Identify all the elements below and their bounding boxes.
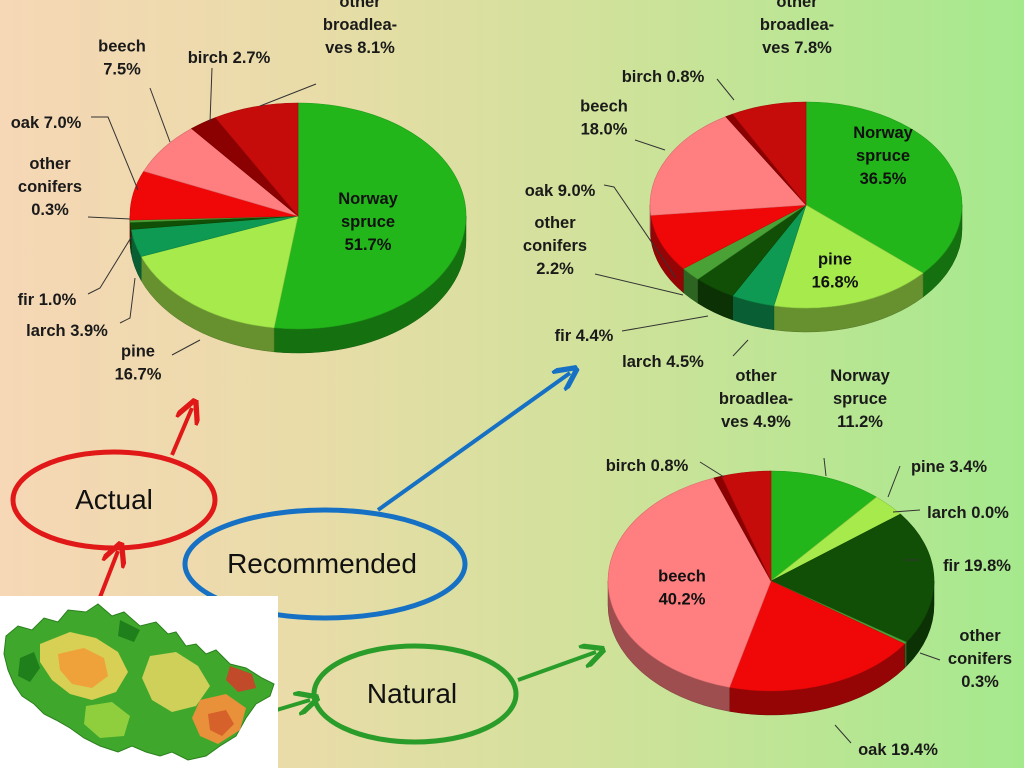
- pie-leader-line-other-conifers: [594, 273, 684, 296]
- pie-slice-norway-spruce: [273, 102, 467, 330]
- pie-slice-fir: [770, 513, 935, 643]
- pie-label-beech: beech 40.2%: [658, 568, 706, 609]
- pie-leader-line-pine: [887, 465, 901, 498]
- pie-label-larch: larch 0.0%: [927, 504, 1009, 522]
- pie-leader-line-beech: [634, 139, 666, 151]
- pie-labels: Norway spruce 11.2% pine 3.4% larch 0.0% fir …: [606, 367, 1012, 759]
- pie-chart-natural: Norway spruce 11.2% pine 3.4% larch 0.0% fir …: [606, 367, 1012, 759]
- pie-label-norway-spruce: Norway spruce 51.7%: [338, 190, 398, 254]
- pie-leader-line-fir: [621, 315, 709, 332]
- pie-label-pine: pine 3.4%: [911, 458, 987, 476]
- pie-slices: [649, 101, 963, 309]
- pie-slices: [129, 102, 467, 330]
- pie-leader-line-birch: [699, 461, 725, 478]
- pie-leader-line-other-conifers: [87, 216, 131, 220]
- pie-label-beech: beech 7.5%: [98, 38, 146, 79]
- pie-labels: Norway spruce 36.5% pine 16.8% larch 4.5% fir …: [523, 0, 914, 371]
- pie-leader-line-larch: [732, 339, 749, 357]
- pie-slice-oak: [729, 580, 906, 692]
- pie-slice-pine: [773, 204, 924, 309]
- pie-leader-line-pine: [171, 339, 201, 356]
- pie-label-other-broadleaves: other broadlea-ves 8.1%: [323, 0, 397, 57]
- pie-label-larch: larch 3.9%: [26, 322, 108, 340]
- pie-leader-line-fir: [87, 235, 133, 295]
- pie-label-norway-spruce: Norway spruce 11.2%: [830, 367, 890, 431]
- pie-side-walls: [129, 215, 467, 354]
- oval-recommended: Recommended: [182, 507, 468, 621]
- pie-slices: [607, 470, 935, 692]
- pie-leader-line-birch: [716, 78, 735, 101]
- oval-recommended-label: Recommended: [227, 548, 417, 579]
- oval-natural-label: Natural: [367, 678, 457, 709]
- pie-label-larch: larch 4.5%: [622, 353, 704, 371]
- pie-chart-actual: Norway spruce 51.7% pine 16.7% larch 3.9% fir …: [11, 0, 467, 384]
- pie-label-fir: fir 19.8%: [943, 557, 1011, 575]
- pie-label-other-broadleaves: other broadlea-ves 7.8%: [760, 0, 834, 57]
- pie-label-birch: birch 2.7%: [188, 49, 271, 67]
- pie-label-fir: fir 1.0%: [18, 291, 77, 309]
- pie-leader-line-larch: [119, 277, 136, 324]
- pie-label-oak: oak 7.0%: [11, 114, 82, 132]
- pie-label-fir: fir 4.4%: [555, 327, 614, 345]
- arrow-natural-to-chart: [517, 652, 596, 682]
- oval-actual: Actual: [10, 449, 218, 551]
- pie-label-birch: birch 0.8%: [606, 457, 689, 475]
- pie-label-other-conifers: other conifers 0.3%: [948, 627, 1012, 691]
- pie-leader-line-other-broadleaves: [259, 83, 317, 107]
- pie-slice-beech: [607, 477, 772, 688]
- pie-label-other-broadleaves: other broadlea-ves 4.9%: [719, 367, 793, 431]
- pie-leader-line-larch: [892, 509, 921, 513]
- pie-label-other-conifers: other conifers 2.2%: [523, 214, 587, 278]
- arrow-actual-to-chart: [170, 408, 192, 456]
- pie-slice-other-broadleaves: [214, 102, 299, 217]
- pie-chart-recommended: Norway spruce 36.5% pine 16.8% larch 4.5% fir …: [523, 0, 963, 371]
- pie-leader-line-other-conifers: [919, 652, 941, 661]
- pie-slice-norway-spruce: [805, 101, 963, 274]
- pie-labels: Norway spruce 51.7% pine 16.7% larch 3.9% fir …: [11, 0, 399, 384]
- pie-slice-oak: [650, 204, 807, 269]
- pie-leader-line-oak: [834, 724, 852, 744]
- pie-label-oak: oak 9.0%: [525, 182, 596, 200]
- oval-actual-label: Actual: [75, 484, 153, 515]
- pie-label-oak: oak 19.4%: [858, 741, 938, 759]
- pie-slice-other-broadleaves: [732, 101, 807, 206]
- pie-slice-beech: [649, 116, 807, 216]
- czech-republic-relief-map-icon: [0, 596, 278, 768]
- pie-leader-line-beech: [149, 87, 171, 143]
- pie-leader-line-birch: [209, 67, 213, 123]
- arrow-recommended-to-chart: [376, 373, 570, 512]
- pie-label-norway-spruce: Norway spruce 36.5%: [853, 124, 913, 188]
- pie-leader-line-oak: [91, 116, 139, 191]
- pie-slice-other-broadleaves: [721, 470, 772, 582]
- pie-leader-line-oak: [603, 184, 677, 279]
- pie-slice-norway-spruce: [770, 470, 878, 582]
- pie-label-beech: beech 18.0%: [580, 98, 628, 139]
- pie-leader-line-norway-spruce: [823, 457, 827, 477]
- pie-slice-pine: [140, 215, 299, 329]
- pie-side-other-conifers: [904, 641, 907, 669]
- pie-label-other-conifers: other conifers 0.3%: [18, 155, 82, 219]
- oval-natural: Natural: [311, 643, 519, 745]
- pie-label-pine: pine 16.7%: [115, 343, 162, 384]
- pie-label-birch: birch 0.8%: [622, 68, 705, 86]
- pie-label-pine: pine 16.8%: [812, 251, 859, 292]
